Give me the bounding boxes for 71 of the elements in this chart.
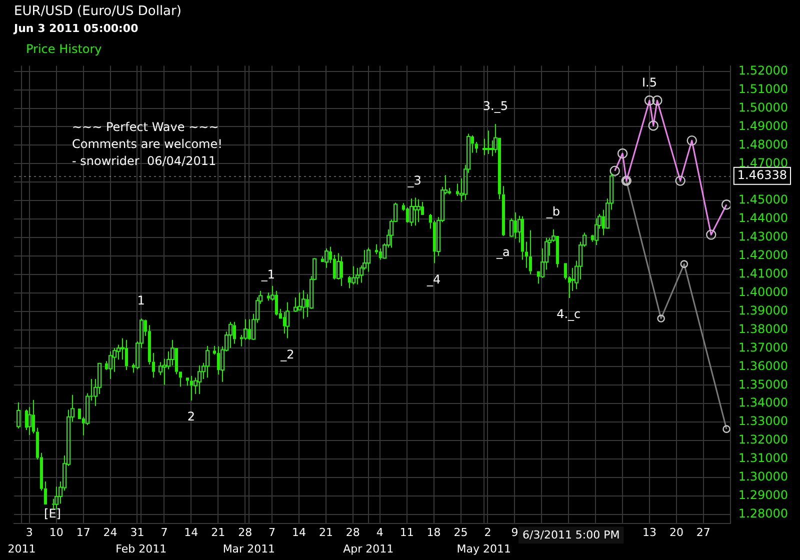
x-tick-label: 21: [211, 526, 226, 540]
annotation: - snowrider 06/04/2011: [72, 154, 216, 168]
x-tick-label: 14: [292, 526, 306, 540]
annotation: 4._c: [556, 307, 581, 322]
annotation: ~~~ Perfect Wave ~~~: [72, 120, 219, 134]
annotation: 1: [137, 294, 145, 308]
x2-tick-label: Apr 2011: [343, 542, 394, 556]
x-tick-label: 27: [696, 526, 710, 540]
annotation: _a: [495, 245, 510, 260]
text: 6/3/2011 5:00 PM: [522, 528, 620, 542]
x-tick-label: 9: [511, 526, 518, 540]
y-tick-label: 1.42000: [738, 248, 788, 262]
chart-title: EUR/USD (Euro/US Dollar): [14, 4, 182, 20]
x-tick-label: 31: [130, 526, 144, 540]
ref-line-label: 1.46338: [737, 168, 787, 182]
x-tick-label: 21: [318, 526, 333, 540]
y-tick-label: 1.51000: [738, 82, 788, 96]
y-tick-label: 1.34000: [738, 396, 788, 410]
x-tick-label: 24: [103, 526, 118, 540]
y-tick-label: 1.37000: [738, 340, 788, 354]
y-tick-label: 1.36000: [738, 358, 788, 373]
x2-tick-label: May 2011: [456, 542, 511, 556]
y-tick-label: 1.40000: [738, 284, 788, 299]
y-tick-label: 1.32000: [738, 432, 788, 447]
y-tick-label: 1.30000: [738, 470, 788, 484]
annotation: _b: [545, 204, 560, 218]
y-tick-label: 1.39000: [738, 303, 788, 318]
x-tick-label: 17: [76, 526, 90, 540]
y-tick-label: 1.47000: [738, 156, 788, 170]
x-tick-label: 18: [426, 526, 441, 540]
y-tick-label: 1.52000: [738, 63, 788, 78]
x-tick-label: 7: [160, 526, 168, 540]
x-tick-label: 28: [346, 526, 360, 540]
annotation: _2: [280, 347, 294, 362]
annotation: 3._5: [482, 99, 508, 114]
y-tick-label: 1.35000: [738, 377, 788, 392]
x2-tick-label: 2011: [8, 542, 36, 556]
annotation: 2: [187, 410, 195, 424]
x2-tick-label: Feb 2011: [116, 542, 167, 556]
x-tick-label: 11: [400, 526, 414, 540]
chart-subtitle: Jun 3 2011 05:00:00: [13, 22, 139, 36]
y-tick-label: 1.48000: [738, 137, 788, 152]
y-tick-label: 1.49000: [738, 118, 788, 133]
annotation: I.5: [642, 76, 657, 90]
annotation: [E]: [44, 506, 61, 521]
y-tick-label: 1.33000: [738, 414, 788, 428]
y-tick-label: 1.29000: [738, 488, 788, 502]
x-tick-label: 28: [238, 526, 252, 540]
y-tick-label: 1.43000: [738, 230, 788, 244]
x-tick-label: 13: [642, 526, 656, 540]
y-tick-label: 1.41000: [738, 266, 788, 281]
x-tick-label: 14: [184, 526, 198, 540]
x-tick-label: 25: [454, 526, 468, 540]
y-tick-label: 1.44000: [738, 211, 788, 226]
x-tick-label: 3: [26, 526, 33, 540]
x2-tick-label: Mar 2011: [222, 542, 276, 556]
x-tick-label: 10: [49, 526, 64, 540]
y-tick-label: 1.45000: [738, 192, 788, 207]
annotation: Comments are welcome!: [72, 136, 222, 151]
x-tick-label: 7: [268, 526, 276, 540]
annotation: _4: [426, 272, 441, 286]
text: Price History: [26, 42, 102, 56]
y-tick-label: 1.31000: [738, 451, 788, 466]
y-tick-label: 1.38000: [738, 322, 788, 336]
y-tick-label: 1.28000: [738, 506, 788, 520]
annotation: _1: [260, 268, 276, 282]
y-tick-label: 1.50000: [738, 100, 788, 114]
annotation: _3: [406, 174, 422, 188]
x-tick-label: 2: [484, 526, 492, 540]
x-tick-label: 4: [376, 526, 384, 540]
x-tick-label: 20: [669, 526, 684, 540]
